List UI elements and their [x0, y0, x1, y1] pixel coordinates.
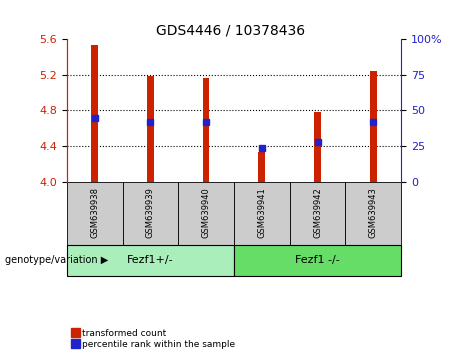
Text: GSM639938: GSM639938 [90, 187, 99, 238]
Text: Fezf1+/-: Fezf1+/- [127, 255, 174, 266]
Bar [91, 45, 98, 182]
Bar [67, 245, 234, 276]
Bar [147, 76, 154, 182]
Bar [123, 182, 178, 245]
Text: GDS4446 / 10378436: GDS4446 / 10378436 [156, 23, 305, 37]
Legend: transformed count, percentile rank within the sample: transformed count, percentile rank withi… [71, 329, 235, 349]
Bar [370, 71, 377, 182]
Bar [345, 182, 401, 245]
Bar [314, 112, 321, 182]
Bar [234, 245, 401, 276]
Text: GSM639941: GSM639941 [257, 187, 266, 238]
Text: GSM639942: GSM639942 [313, 187, 322, 238]
Bar [259, 152, 265, 182]
Text: GSM639939: GSM639939 [146, 187, 155, 238]
Text: genotype/variation ▶: genotype/variation ▶ [5, 255, 108, 266]
Text: Fezf1 -/-: Fezf1 -/- [295, 255, 340, 266]
Bar [290, 182, 345, 245]
Text: GSM639943: GSM639943 [369, 187, 378, 238]
Bar [234, 182, 290, 245]
Bar [203, 78, 209, 182]
Bar [67, 182, 123, 245]
Text: GSM639940: GSM639940 [201, 187, 211, 238]
Bar [178, 182, 234, 245]
